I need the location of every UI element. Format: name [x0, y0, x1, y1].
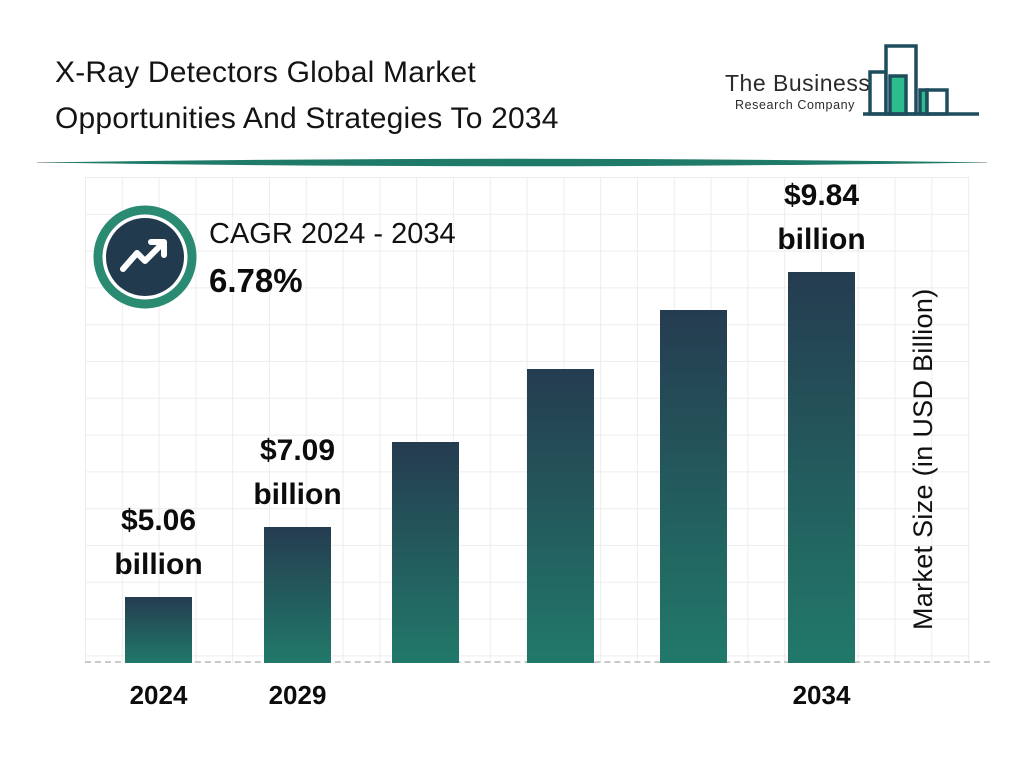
- company-subname: Research Company: [734, 98, 856, 112]
- cagr-value: 6.78%: [209, 262, 303, 299]
- page-title-line1: X-Ray Detectors Global Market: [55, 56, 476, 89]
- bar-rect: [660, 310, 727, 663]
- y-axis-label: Market Size (in USD Billion): [908, 288, 938, 630]
- bar-value-line1: $9.84: [783, 179, 860, 212]
- bar-group: [660, 310, 727, 663]
- bar-chart-logo-icon: [863, 40, 981, 125]
- bar-rect: [527, 369, 594, 663]
- bar-group: [527, 369, 594, 663]
- bar-rect: [788, 272, 855, 663]
- bar-rect: [264, 527, 331, 663]
- bar-value-line2: billion: [114, 548, 203, 581]
- bar-year-label: 2029: [268, 680, 327, 710]
- company-logo-text: The Business Research Company: [725, 70, 871, 112]
- bar-value-label: $5.06 billion: [49, 499, 269, 587]
- bar-year-label: 2024: [129, 680, 188, 710]
- bar-rect: [125, 597, 192, 663]
- bar-year-label: 2034: [792, 680, 851, 710]
- bar-value-line2: billion: [777, 223, 866, 256]
- cagr-period-label: CAGR 2024 - 2034: [209, 218, 456, 250]
- bar-value-line1: $5.06: [120, 504, 197, 537]
- trending-up-icon: [93, 205, 197, 314]
- bar-value-label: $9.84 billion: [712, 174, 932, 262]
- page-title-line2: Opportunities And Strategies To 2034: [55, 102, 559, 135]
- bar-chart: $5.06 billion 2024 $7.09 billion 2029: [85, 0, 970, 710]
- bar-group: [392, 442, 459, 663]
- header-divider: [37, 155, 987, 167]
- company-name: The Business: [725, 70, 871, 96]
- bar-group: $7.09 billion 2029: [253, 434, 341, 710]
- bar-group: $5.06 billion 2024: [114, 504, 202, 710]
- bar-value-line2: billion: [253, 478, 342, 511]
- bar-value-label: $7.09 billion: [188, 429, 408, 517]
- page-title: X-Ray Detectors Global Market Opportunit…: [55, 50, 559, 142]
- bar-rect: [392, 442, 459, 663]
- bar-group: $9.84 billion 2034: [777, 179, 865, 710]
- bar-value-line1: $7.09: [259, 434, 336, 467]
